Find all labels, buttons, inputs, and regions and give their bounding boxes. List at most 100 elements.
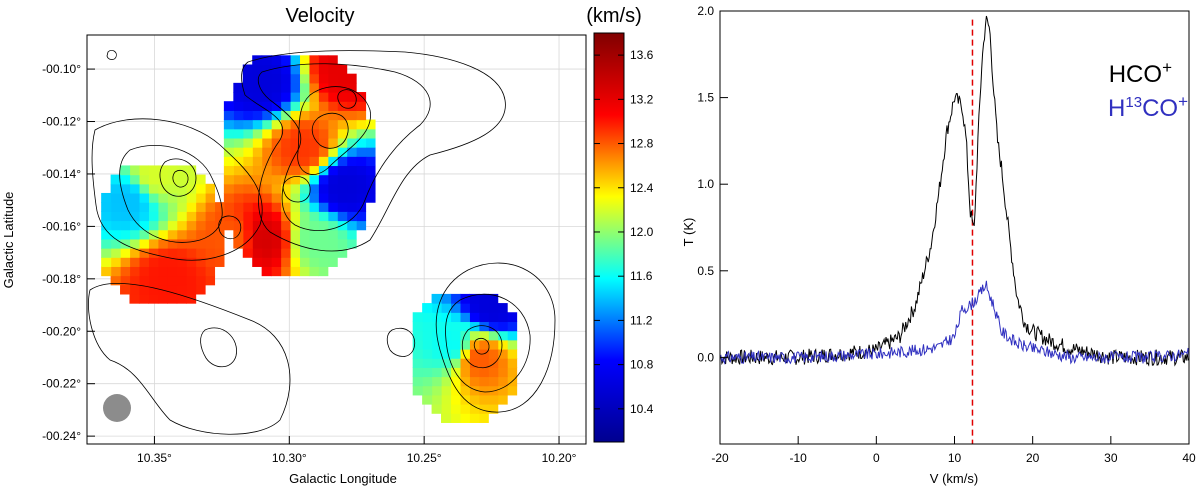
- velocity-pixel: [289, 101, 301, 111]
- velocity-pixel: [280, 101, 291, 111]
- velocity-pixel: [497, 312, 508, 323]
- velocity-pixel: [129, 165, 140, 176]
- velocity-pixel: [252, 110, 263, 121]
- velocity-pixel: [299, 266, 310, 277]
- velocity-pixel: [214, 257, 225, 267]
- velocity-pixel: [148, 293, 159, 304]
- velocity-pixel: [337, 248, 348, 258]
- velocity-pixel: [214, 248, 225, 258]
- velocity-pixel: [346, 192, 357, 203]
- velocity-pixel: [101, 192, 112, 203]
- velocity-pixel: [318, 92, 329, 102]
- velocity-pixel: [261, 229, 272, 240]
- spectrum-panel: -20 -10 0 10 20 30 40 0.0 0.5 1.0 1.5 2.0 V (km/s)…: [681, 4, 1196, 486]
- velocity-pixel: [280, 257, 291, 267]
- velocity-pixel: [101, 238, 112, 249]
- velocity-pixel: [431, 348, 442, 359]
- velocity-pixel: [205, 220, 216, 231]
- velocity-pixel: [120, 275, 131, 286]
- spectrum-y-tick-label: 1.5: [697, 91, 714, 105]
- velocity-pixel: [507, 312, 518, 323]
- velocity-pixel: [469, 293, 480, 304]
- spectrum-y-tick-label: 0.5: [697, 264, 714, 278]
- velocity-pixel: [280, 165, 291, 176]
- velocity-pixel: [233, 147, 244, 157]
- velocity-pixel: [356, 202, 367, 212]
- velocity-pixel: [459, 413, 470, 423]
- velocity-pixel: [223, 192, 234, 203]
- velocity-pixel: [441, 339, 452, 350]
- spectrum-x-tick-label: 40: [1182, 451, 1196, 465]
- velocity-pixel: [308, 220, 319, 231]
- velocity-pixel: [252, 128, 263, 139]
- map-y-tick-label: -00.24°: [42, 429, 81, 443]
- velocity-pixel: [280, 248, 291, 258]
- map-title: Velocity: [286, 5, 355, 27]
- contour-northwest-tiny: [106, 49, 117, 60]
- spectrum-x-tick-label: -20: [711, 451, 729, 465]
- velocity-pixel: [271, 174, 282, 185]
- velocity-pixel: [346, 183, 357, 194]
- map-x-ticks: 10.35° 10.30° 10.25° 10.20°: [137, 436, 577, 465]
- velocity-pixel: [120, 266, 131, 277]
- velocity-pixel: [299, 156, 310, 167]
- velocity-pixel: [356, 192, 367, 203]
- velocity-pixel: [233, 92, 244, 102]
- velocity-pixel: [289, 174, 301, 185]
- velocity-pixel: [289, 165, 301, 176]
- velocity-pixel: [431, 358, 442, 368]
- velocity-pixel: [138, 266, 149, 277]
- velocity-pixel: [497, 303, 508, 313]
- velocity-pixel: [318, 82, 329, 93]
- velocity-pixel: [431, 367, 442, 378]
- velocity-pixel: [318, 64, 329, 75]
- velocity-pixel: [299, 229, 310, 240]
- velocity-pixel: [327, 92, 338, 102]
- velocity-pixel: [157, 229, 168, 240]
- velocity-pixel: [289, 156, 301, 167]
- velocity-pixel: [412, 385, 423, 396]
- velocity-pixel: [186, 174, 197, 185]
- velocity-pixel: [507, 330, 518, 341]
- velocity-pixel: [242, 101, 253, 111]
- velocity-pixel: [138, 238, 149, 249]
- velocity-pixel: [186, 165, 197, 176]
- contour-ridge-mid: [257, 63, 431, 232]
- velocity-pixel: [186, 202, 197, 212]
- velocity-pixel: [157, 192, 168, 203]
- velocity-pixel: [242, 137, 253, 148]
- velocity-pixel: [318, 119, 329, 130]
- velocity-pixel: [252, 165, 263, 176]
- velocity-pixel: [205, 202, 216, 212]
- spectrum-y-tick-label: 0.0: [697, 350, 714, 364]
- velocity-pixel: [101, 211, 112, 222]
- velocity-pixel: [271, 55, 282, 66]
- velocity-pixel: [101, 202, 112, 212]
- velocity-pixel: [346, 165, 357, 176]
- velocity-pixel: [422, 348, 433, 359]
- velocity-pixel: [478, 321, 489, 332]
- velocity-pixel: [280, 92, 291, 102]
- velocity-pixel: [280, 238, 291, 249]
- velocity-pixel: [120, 238, 131, 249]
- velocity-pixel: [148, 238, 159, 249]
- velocity-pixel: [497, 321, 508, 332]
- contour-ridge-knot1: [282, 176, 311, 203]
- colorbar-tick-label: 11.2: [630, 313, 653, 327]
- velocity-pixel: [327, 110, 338, 121]
- velocity-pixel: [214, 202, 225, 212]
- velocity-pixel: [148, 174, 159, 185]
- velocity-pixel: [318, 266, 329, 277]
- velocity-pixel: [337, 92, 348, 102]
- velocity-pixel: [261, 238, 272, 249]
- velocity-pixel: [289, 73, 301, 84]
- velocity-pixel: [261, 165, 272, 176]
- velocity-pixel: [469, 385, 480, 396]
- velocity-pixel: [148, 284, 159, 295]
- velocity-pixel: [214, 229, 225, 240]
- velocity-pixel: [365, 147, 376, 157]
- velocity-pixel: [299, 82, 310, 93]
- velocity-pixel: [422, 376, 433, 387]
- velocity-pixel: [469, 376, 480, 387]
- velocity-pixel: [459, 404, 470, 414]
